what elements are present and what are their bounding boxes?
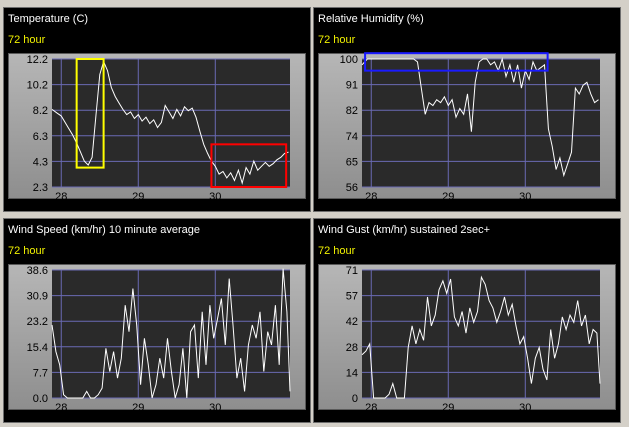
y-tick-label: 2.3	[33, 182, 48, 194]
highlight-box-yellow	[75, 58, 105, 169]
y-tick-label: 57	[346, 291, 358, 303]
y-tick-label: 0	[352, 393, 358, 405]
panel-subtitle: 72 hour	[8, 245, 46, 257]
y-tick-label: 8.2	[33, 105, 48, 117]
y-tick-label: 4.3	[33, 156, 48, 168]
y-tick-label: 100	[340, 54, 358, 66]
panel-subtitle: 72 hour	[8, 34, 46, 46]
y-tick-label: 30.9	[27, 291, 48, 303]
wind-speed-panel: Wind Speed (km/hr) 10 minute average 72 …	[3, 218, 311, 423]
chart-frame: 100 91 82 74 65 56 28 29 30	[318, 52, 616, 203]
y-tick-label: 82	[346, 105, 358, 117]
panel-title: Wind Gust (km/hr) sustained 2sec+	[318, 224, 491, 236]
temperature-chart: 12.210.28.26.34.32.328 29 30	[27, 54, 290, 203]
plot-area	[52, 270, 290, 398]
humidity-panel: Relative Humidity (%) 72 hour 100 91 82 74 6…	[313, 7, 621, 212]
panel-bottom-bar	[314, 199, 620, 211]
series-line-0	[361, 57, 599, 178]
y-tick-label: 23.2	[27, 316, 48, 328]
y-tick-label: 14	[346, 367, 358, 379]
series-line-0	[51, 60, 289, 185]
highlight-box-red	[210, 143, 288, 189]
y-tick-label: 6.3	[33, 131, 48, 143]
y-tick-label: 71	[346, 265, 358, 277]
temperature-panel: Temperature (C) 72 hour 12.2 10.2 8.2 6.3 4.…	[3, 7, 311, 212]
y-tick-label: 12.2	[27, 54, 48, 66]
plot-area	[362, 59, 600, 187]
chart-frame: 12.2 10.2 8.2 6.3 4.3 2.3 28 29 30	[8, 53, 306, 203]
panel-bottom-bar	[4, 410, 310, 422]
panel-subtitle: 72 hour	[318, 34, 356, 46]
y-tick-label: 38.6	[27, 265, 48, 277]
plot-area	[52, 59, 290, 187]
y-tick-label: 0.0	[33, 393, 48, 405]
y-tick-label: 28	[346, 342, 358, 354]
series-line-0	[361, 275, 601, 399]
panel-title: Relative Humidity (%)	[318, 13, 424, 25]
wind-speed-chart: 38.630.923.215.47.70.028 29 30	[27, 265, 291, 414]
panel-bottom-bar	[4, 199, 310, 211]
panel-title: Temperature (C)	[8, 13, 89, 25]
y-tick-label: 56	[346, 182, 358, 194]
y-tick-label: 10.2	[27, 80, 48, 92]
y-tick-label: 15.4	[27, 342, 48, 354]
panel-title: Wind Speed (km/hr) 10 minute average	[8, 224, 200, 236]
y-tick-label: 65	[346, 156, 358, 168]
chart-frame: 71 57 42 28 14 0 28 29 30	[318, 264, 616, 414]
y-tick-label: 7.7	[33, 367, 48, 379]
panel-subtitle: 72 hour	[318, 245, 356, 257]
series-line-0	[51, 268, 291, 399]
chart-frame: 38.6 30.9 23.2 15.4 7.7 0.0 28 29 30	[8, 264, 306, 414]
y-tick-label: 91	[346, 80, 358, 92]
highlight-box-blue	[364, 52, 549, 72]
y-tick-label: 74	[346, 131, 358, 143]
y-tick-label: 42	[346, 316, 358, 328]
plot-area	[362, 270, 600, 398]
panel-bottom-bar	[314, 410, 620, 422]
wind-gust-panel: Wind Gust (km/hr) sustained 2sec+ 72 hou…	[313, 218, 621, 423]
